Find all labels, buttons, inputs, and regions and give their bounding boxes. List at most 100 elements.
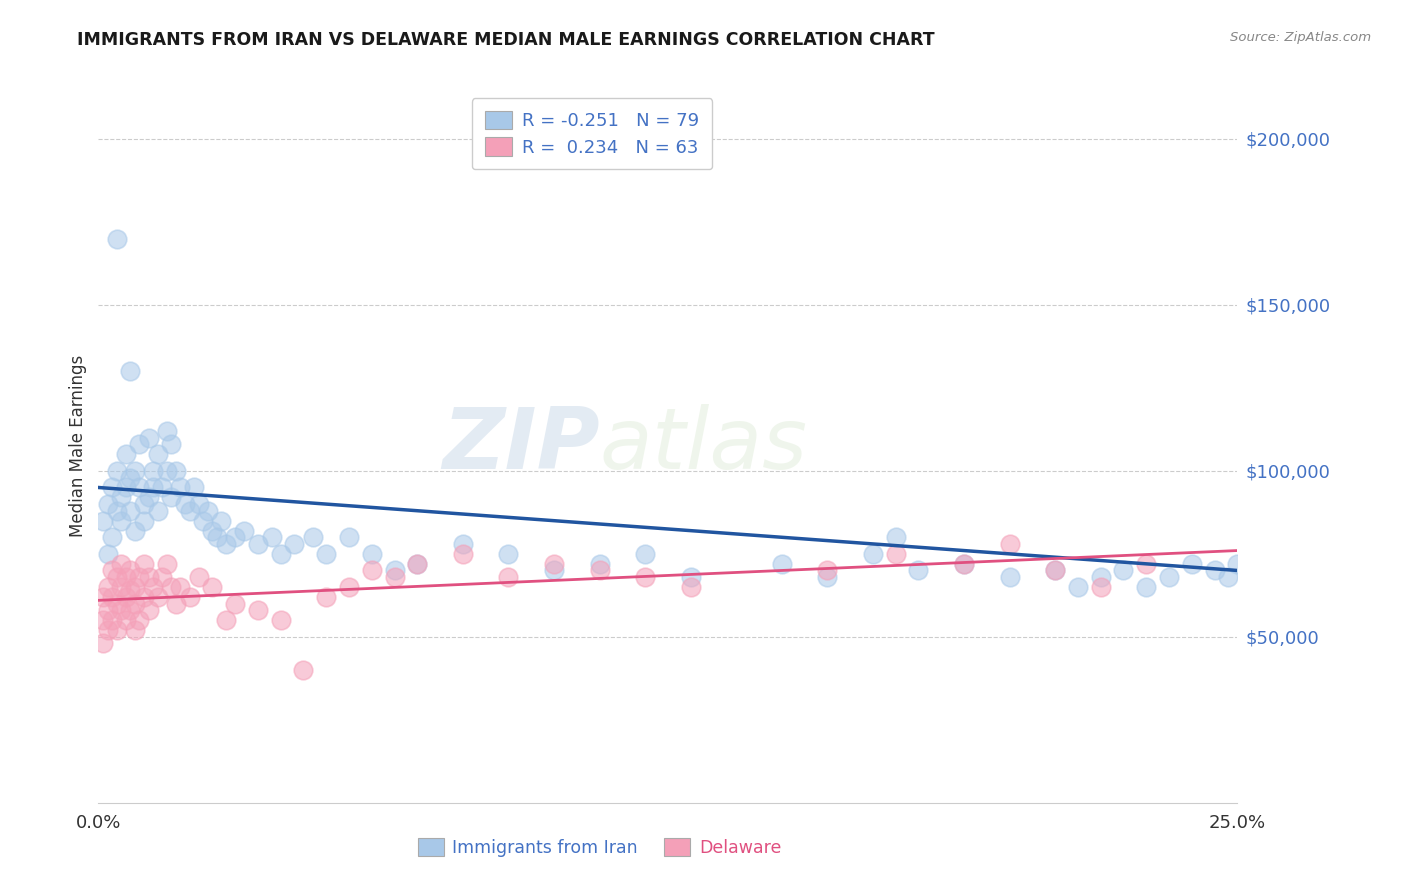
Point (91, 613, 114, 627)
Point (360, 547, 382, 561)
Point (96, 547, 118, 561)
Point (105, 570, 128, 584)
Point (384, 570, 406, 584)
Text: atlas: atlas (599, 404, 807, 488)
Point (110, 557, 132, 571)
Point (179, 504, 201, 518)
Point (1226, 557, 1249, 571)
Point (246, 603, 269, 617)
Point (246, 537, 269, 551)
Point (96, 603, 118, 617)
Point (165, 597, 187, 611)
Point (1043, 564, 1066, 578)
Point (1181, 557, 1204, 571)
Point (953, 557, 976, 571)
Point (156, 557, 179, 571)
Point (1067, 580, 1090, 594)
Point (770, 557, 793, 571)
Point (96, 580, 118, 594)
Point (337, 580, 360, 594)
Point (588, 557, 610, 571)
Point (1135, 580, 1157, 594)
Point (634, 547, 657, 561)
Point (96, 497, 118, 511)
Point (187, 570, 209, 584)
Point (215, 537, 238, 551)
Point (120, 583, 142, 598)
Point (120, 470, 142, 484)
Point (101, 613, 124, 627)
Point (1043, 564, 1066, 578)
Point (138, 431, 160, 445)
Point (233, 524, 256, 538)
Point (160, 437, 183, 451)
Point (451, 547, 474, 561)
Text: Source: ZipAtlas.com: Source: ZipAtlas.com (1230, 31, 1371, 45)
Point (174, 497, 197, 511)
Point (105, 624, 128, 638)
Point (138, 570, 160, 584)
Point (679, 580, 702, 594)
Point (543, 564, 565, 578)
Point (270, 613, 292, 627)
Point (815, 570, 838, 584)
Point (1204, 564, 1226, 578)
Point (862, 547, 884, 561)
Point (1090, 580, 1112, 594)
Point (197, 504, 219, 518)
Point (142, 464, 165, 478)
Point (193, 514, 215, 528)
Point (124, 597, 146, 611)
Point (128, 570, 150, 584)
Point (209, 514, 232, 528)
Point (114, 447, 136, 461)
Point (124, 524, 146, 538)
Point (105, 464, 128, 478)
Point (884, 547, 907, 561)
Point (360, 564, 382, 578)
Point (498, 547, 520, 561)
Y-axis label: Median Male Earnings: Median Male Earnings (69, 355, 87, 537)
Point (128, 481, 150, 495)
Point (160, 580, 183, 594)
Point (110, 491, 132, 505)
Point (132, 497, 155, 511)
Point (110, 603, 132, 617)
Legend: Immigrants from Iran, Delaware: Immigrants from Iran, Delaware (409, 830, 790, 865)
Point (998, 537, 1021, 551)
Point (588, 564, 610, 578)
Point (543, 557, 565, 571)
Point (101, 564, 124, 578)
Point (270, 547, 292, 561)
Point (138, 491, 160, 505)
Point (815, 564, 838, 578)
Point (91, 590, 114, 604)
Point (132, 557, 155, 571)
Point (498, 570, 520, 584)
Text: ZIP: ZIP (441, 404, 599, 488)
Point (124, 464, 146, 478)
Point (907, 564, 929, 578)
Point (146, 447, 169, 461)
Point (101, 590, 124, 604)
Point (91, 636, 114, 650)
Point (114, 590, 136, 604)
Point (169, 481, 191, 495)
Text: IMMIGRANTS FROM IRAN VS DELAWARE MEDIAN MALE EARNINGS CORRELATION CHART: IMMIGRANTS FROM IRAN VS DELAWARE MEDIAN … (77, 31, 935, 49)
Point (128, 613, 150, 627)
Point (183, 481, 205, 495)
Point (114, 570, 136, 584)
Point (215, 613, 238, 627)
Point (337, 530, 360, 544)
Point (165, 464, 187, 478)
Point (101, 481, 124, 495)
Point (114, 613, 136, 627)
Point (292, 663, 315, 677)
Point (301, 530, 323, 544)
Point (105, 597, 128, 611)
Point (142, 481, 165, 495)
Point (679, 570, 702, 584)
Point (138, 603, 160, 617)
Point (114, 481, 136, 495)
Point (120, 564, 142, 578)
